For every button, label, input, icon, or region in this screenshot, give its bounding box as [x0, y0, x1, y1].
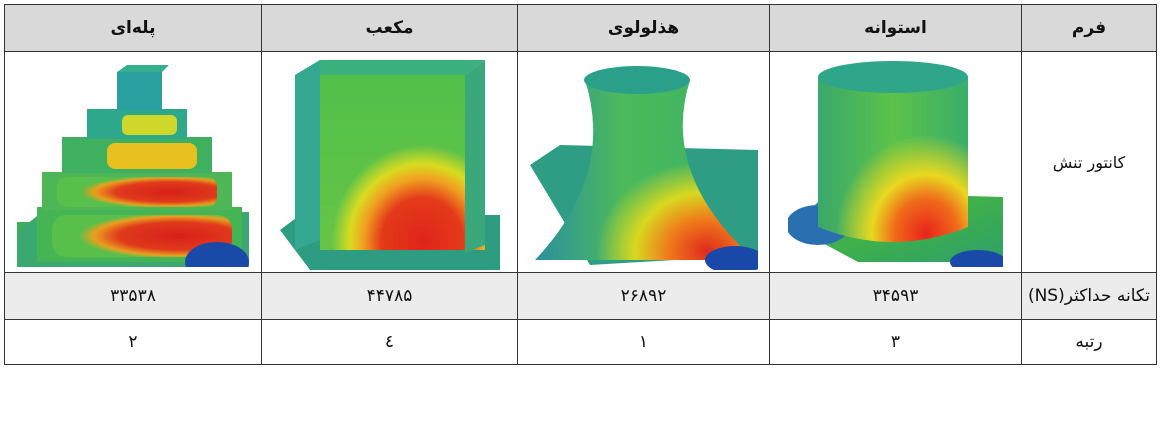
ns-value-hyperboloid: ۲۶۸۹۲: [517, 272, 770, 320]
cube-stress-image: [279, 59, 500, 270]
ns-value-cylinder: ۳۴۵۹۳: [769, 272, 1022, 320]
rank-value-hyperboloid: ۱: [517, 319, 770, 365]
header-row: فرم استوانه هذلولوی مکعب پله‌ای: [4, 4, 1157, 52]
comparison-table: فرم استوانه هذلولوی مکعب پله‌ای کانتور ت…: [4, 4, 1157, 365]
rank-value-cylinder: ۳: [769, 319, 1022, 365]
rank-value-cube: ٤: [261, 319, 518, 365]
row-label-rank: رتبه: [1021, 319, 1157, 365]
header-cube: مکعب: [261, 4, 518, 52]
row-label-ns: تکانه حداکثر(NS): [1021, 272, 1157, 320]
hyperboloid-contour-cell: [517, 51, 770, 273]
ns-row: تکانه حداکثر(NS) ۳۴۵۹۳ ۲۶۸۹۲ ۴۴۷۸۵ ۳۳۵۳۸: [4, 272, 1157, 320]
contour-row: کانتور تنش: [4, 51, 1157, 273]
cube-contour-cell: [261, 51, 518, 273]
header-form: فرم: [1021, 4, 1157, 52]
ns-value-cube: ۴۴۷۸۵: [261, 272, 518, 320]
rank-value-stepped: ۲: [4, 319, 262, 365]
row-label-contour: کانتور تنش: [1021, 51, 1157, 273]
header-stepped: پله‌ای: [4, 4, 262, 52]
hyperboloid-stress-image: [529, 65, 758, 270]
stepped-stress-image: [17, 65, 249, 267]
header-cylinder: استوانه: [769, 4, 1022, 52]
header-hyperboloid: هذلولوی: [517, 4, 770, 52]
cylinder-stress-image: [788, 61, 1003, 267]
stepped-contour-cell: [4, 51, 262, 273]
cylinder-contour-cell: [769, 51, 1022, 273]
ns-value-stepped: ۳۳۵۳۸: [4, 272, 262, 320]
rank-row: رتبه ۳ ۱ ٤ ۲: [4, 319, 1157, 365]
